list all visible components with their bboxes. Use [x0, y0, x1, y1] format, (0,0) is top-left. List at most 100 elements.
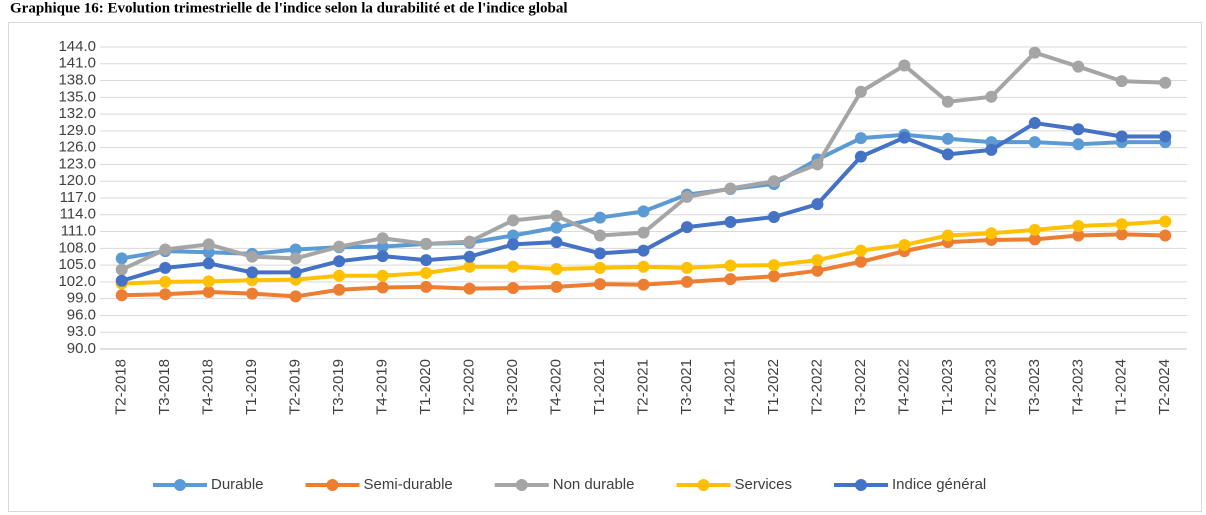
series-marker — [941, 132, 954, 145]
series-marker — [246, 287, 259, 300]
y-tick-label: 126.0 — [58, 139, 96, 156]
series-marker — [376, 269, 389, 282]
series-marker — [724, 259, 737, 272]
x-tick-label: T2-2018 — [113, 359, 130, 415]
series-marker — [767, 270, 780, 283]
x-tick-label: T3-2019 — [330, 359, 347, 415]
series-marker — [376, 232, 389, 245]
legend-label: Semi-durable — [364, 476, 453, 493]
series-marker — [637, 278, 650, 291]
x-tick-label: T1-2022 — [765, 359, 782, 415]
x-tick-label: T2-2020 — [461, 359, 478, 415]
series-marker — [507, 229, 520, 242]
series-marker — [550, 280, 563, 293]
y-tick-label: 99.0 — [67, 290, 96, 307]
series-marker — [1072, 229, 1085, 242]
series-marker — [1028, 117, 1041, 130]
series-marker — [637, 244, 650, 257]
series-marker — [680, 190, 693, 203]
x-tick-label: T1-2020 — [417, 359, 434, 415]
series-marker — [507, 214, 520, 227]
series-marker — [246, 250, 259, 263]
series-marker — [550, 209, 563, 222]
series-marker — [420, 266, 433, 279]
x-tick-label: T4-2023 — [1069, 359, 1086, 415]
legend-label: Non durable — [553, 476, 635, 493]
y-tick-label: 120.0 — [58, 172, 96, 189]
x-tick-label: T1-2021 — [591, 359, 608, 415]
series-marker — [115, 252, 128, 265]
series-marker — [550, 236, 563, 249]
series-marker — [333, 269, 346, 282]
series-marker — [1072, 219, 1085, 232]
series-marker — [854, 244, 867, 257]
series-marker — [767, 259, 780, 272]
series-marker — [594, 247, 607, 260]
series-marker — [1159, 76, 1172, 89]
series-marker — [202, 257, 215, 270]
series-marker — [594, 261, 607, 274]
series-marker — [420, 237, 433, 250]
series-marker — [1159, 215, 1172, 228]
series-marker — [767, 175, 780, 188]
series-marker — [507, 282, 520, 295]
legend-label: Indice général — [892, 476, 986, 493]
x-tick-label: T4-2019 — [374, 359, 391, 415]
series-marker — [507, 260, 520, 273]
series-marker — [811, 158, 824, 171]
legend-marker — [174, 479, 186, 491]
series-marker — [724, 273, 737, 286]
series-marker — [1072, 138, 1085, 151]
series-marker — [811, 264, 824, 277]
series-marker — [550, 221, 563, 234]
series-marker — [811, 254, 824, 267]
legend-marker — [697, 479, 710, 491]
y-tick-label: 111.0 — [61, 223, 96, 240]
series-marker — [463, 282, 476, 295]
x-tick-label: T3-2022 — [852, 359, 869, 415]
x-tick-label: T3-2020 — [504, 359, 521, 415]
series-marker — [507, 238, 520, 251]
series-marker — [724, 182, 737, 195]
series-marker — [680, 275, 693, 288]
series-marker — [854, 150, 867, 163]
y-tick-label: 144.0 — [58, 38, 96, 55]
series-marker — [420, 254, 433, 267]
series-marker — [941, 95, 954, 108]
x-tick-label: T2-2022 — [808, 359, 825, 415]
series-marker — [985, 90, 998, 103]
x-tick-label: T4-2022 — [895, 359, 912, 415]
x-tick-label: T1-2019 — [243, 359, 260, 415]
x-tick-label: T4-2018 — [200, 359, 217, 415]
series-marker — [854, 132, 867, 145]
series-marker — [289, 290, 302, 303]
series-marker — [767, 211, 780, 224]
x-tick-label: T2-2024 — [1156, 359, 1173, 415]
series-marker — [811, 198, 824, 211]
series-marker — [1072, 123, 1085, 136]
legend-label: Durable — [211, 476, 264, 493]
series-marker — [202, 238, 215, 251]
series-marker — [594, 211, 607, 224]
series-marker — [985, 143, 998, 156]
series-marker — [333, 255, 346, 268]
series-marker — [202, 285, 215, 298]
x-tick-label: T2-2019 — [287, 359, 304, 415]
series-marker — [159, 261, 172, 274]
series-marker — [941, 148, 954, 161]
series-marker — [420, 280, 433, 293]
series-marker — [202, 275, 215, 288]
series-marker — [898, 59, 911, 72]
x-tick-label: T4-2021 — [721, 359, 738, 415]
y-tick-label: 96.0 — [67, 306, 96, 323]
y-tick-label: 102.0 — [58, 273, 96, 290]
series-marker — [1159, 229, 1172, 242]
series-marker — [637, 226, 650, 239]
y-tick-label: 114.0 — [60, 206, 96, 223]
series-marker — [1115, 130, 1128, 143]
series-marker — [463, 235, 476, 248]
series-marker — [550, 263, 563, 276]
series-marker — [854, 85, 867, 98]
y-tick-label: 108.0 — [58, 239, 96, 256]
